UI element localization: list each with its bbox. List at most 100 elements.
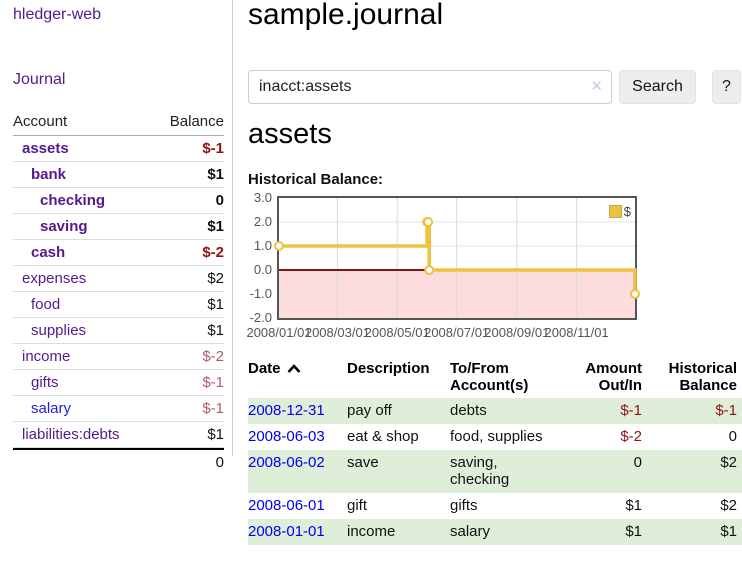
historical-balance-chart: 3.0 2.0 1.0 0.0 -1.0 -2.0 $ 2008/01/01 2008/03… (242, 190, 642, 346)
transaction-date-link[interactable]: 2008-06-01 (248, 497, 325, 514)
account-link-gifts[interactable]: gifts (31, 374, 59, 391)
transaction-amount: $1 (582, 519, 642, 545)
account-row: expenses $2 (13, 266, 224, 292)
account-column-header: Account (13, 113, 68, 130)
y-axis-tick-label: 3.0 (253, 190, 272, 205)
account-link-supplies[interactable]: supplies (31, 322, 87, 339)
account-link-bank[interactable]: bank (31, 166, 67, 183)
x-axis-tick-label: 2008/01/01 (246, 325, 312, 340)
y-axis-tick-label: -1.0 (249, 286, 272, 301)
y-axis-tick-label: 0.0 (253, 262, 272, 277)
x-axis-tick-label: 2008/03/01 (304, 325, 370, 340)
search-button[interactable]: Search (619, 70, 696, 104)
transaction-date-link[interactable]: 2008-06-02 (248, 454, 325, 471)
balance-column-header: Historical Balance (668, 360, 737, 394)
transaction-accounts: gifts (450, 497, 478, 514)
transaction-balance: $2 (642, 450, 742, 493)
account-balance: $1 (207, 296, 224, 313)
x-axis-tick-label: 2008/11/01 (544, 325, 609, 340)
sort-asc-icon (287, 364, 300, 373)
transaction-accounts: debts (450, 398, 582, 424)
account-row: income $-2 (13, 344, 224, 370)
chart-plot-area: $ (274, 196, 640, 320)
transaction-description: income (347, 519, 450, 545)
transaction-accounts: food, supplies (450, 428, 543, 445)
date-column-header[interactable]: Date (248, 358, 347, 398)
page-title: sample.journal (248, 0, 444, 31)
transaction-description: pay off (347, 398, 450, 424)
account-balance: $2 (207, 270, 224, 287)
account-balance: $-2 (202, 348, 224, 365)
accounts-column-header: To/From Account(s) (450, 360, 529, 394)
account-link-food[interactable]: food (31, 296, 61, 313)
account-link-saving[interactable]: saving (40, 218, 88, 235)
accounts-table: Account Balance assets $-1 bank $1 check… (13, 110, 224, 475)
app-brand-link[interactable]: hledger-web (13, 6, 102, 23)
account-link-assets[interactable]: assets (22, 140, 69, 157)
legend-label: $ (623, 204, 631, 219)
account-row: liabilities:debts $1 (13, 422, 224, 448)
account-balance: $-1 (202, 140, 224, 157)
transaction-balance: 0 (728, 428, 737, 445)
transaction-accounts: saving, checking (450, 450, 582, 493)
register-table: Date Description To/From Account(s) Amou… (248, 358, 742, 545)
transaction-date-link[interactable]: 2008-01-01 (248, 523, 325, 540)
balance-column-header: Balance (169, 113, 224, 130)
transaction-amount: $-2 (620, 428, 642, 445)
transaction-description: eat & shop (347, 428, 419, 445)
transaction-amount: $1 (625, 497, 642, 514)
accounts-total-value: 0 (215, 454, 224, 471)
x-axis-tick-label: 2008/07/01 (424, 325, 490, 340)
accounts-total-row: 0 (13, 448, 224, 475)
account-row: cash $-2 (13, 240, 224, 266)
register-row: 2008-12-31 pay off debts $-1 $-1 (248, 398, 742, 424)
transaction-amount: 0 (582, 450, 642, 493)
transaction-date-link[interactable]: 2008-12-31 (248, 402, 325, 419)
account-balance: $1 (207, 218, 224, 235)
register-header-row: Date Description To/From Account(s) Amou… (248, 358, 742, 398)
help-button[interactable]: ? (712, 70, 741, 104)
transaction-amount: $-1 (582, 398, 642, 424)
account-link-cash[interactable]: cash (31, 244, 66, 261)
account-balance: $1 (207, 322, 224, 339)
account-row: saving $1 (13, 214, 224, 240)
register-row: 2008-06-03 eat & shop food, supplies $-2… (248, 424, 742, 450)
account-row: gifts $-1 (13, 370, 224, 396)
account-page-heading: assets (248, 118, 332, 150)
account-link-liabilities-debts[interactable]: liabilities:debts (22, 426, 120, 443)
legend-swatch-icon (608, 205, 622, 218)
account-row: checking 0 (13, 188, 224, 214)
account-link-expenses[interactable]: expenses (22, 270, 87, 287)
amount-column-header: Amount Out/In (585, 360, 642, 394)
account-link-salary[interactable]: salary (31, 400, 72, 417)
account-balance: 0 (215, 192, 224, 209)
main-content: sample.journal ✕ Search ? assets Histori… (246, 0, 742, 582)
clear-search-icon[interactable]: ✕ (590, 78, 603, 95)
x-axis-tick-label: 2008/09/01 (484, 325, 550, 340)
accounts-table-header: Account Balance (13, 110, 224, 136)
account-row: food $1 (13, 292, 224, 318)
x-axis-tick-label: 2008/05/01 (364, 325, 430, 340)
y-axis-tick-label: 1.0 (253, 238, 272, 253)
account-link-checking[interactable]: checking (40, 192, 106, 209)
register-row: 2008-06-01 gift gifts $1 $2 (248, 493, 742, 519)
description-column-header: Description (347, 360, 430, 377)
account-balance: $-2 (202, 244, 224, 261)
search-field-wrap: ✕ (248, 70, 612, 104)
transaction-balance: $2 (720, 497, 737, 514)
search-input[interactable] (248, 70, 612, 104)
transaction-description: gift (347, 497, 368, 514)
account-balance: $-1 (202, 374, 224, 391)
sidebar: hledger-web Journal Account Balance asse… (0, 0, 233, 471)
account-balance: $-1 (202, 400, 224, 417)
y-axis-tick-label: 2.0 (253, 214, 272, 229)
y-axis-tick-label: -2.0 (249, 310, 272, 325)
transaction-accounts: salary (450, 519, 582, 545)
sidebar-item-journal[interactable]: Journal (13, 71, 66, 88)
transaction-balance: $-1 (642, 398, 742, 424)
transaction-date-link[interactable]: 2008-06-03 (248, 428, 325, 445)
register-row: 2008-01-01 income salary $1 $1 (248, 519, 742, 545)
account-balance: $1 (207, 166, 224, 183)
account-link-income[interactable]: income (22, 348, 71, 365)
chart-legend: $ (608, 204, 631, 219)
